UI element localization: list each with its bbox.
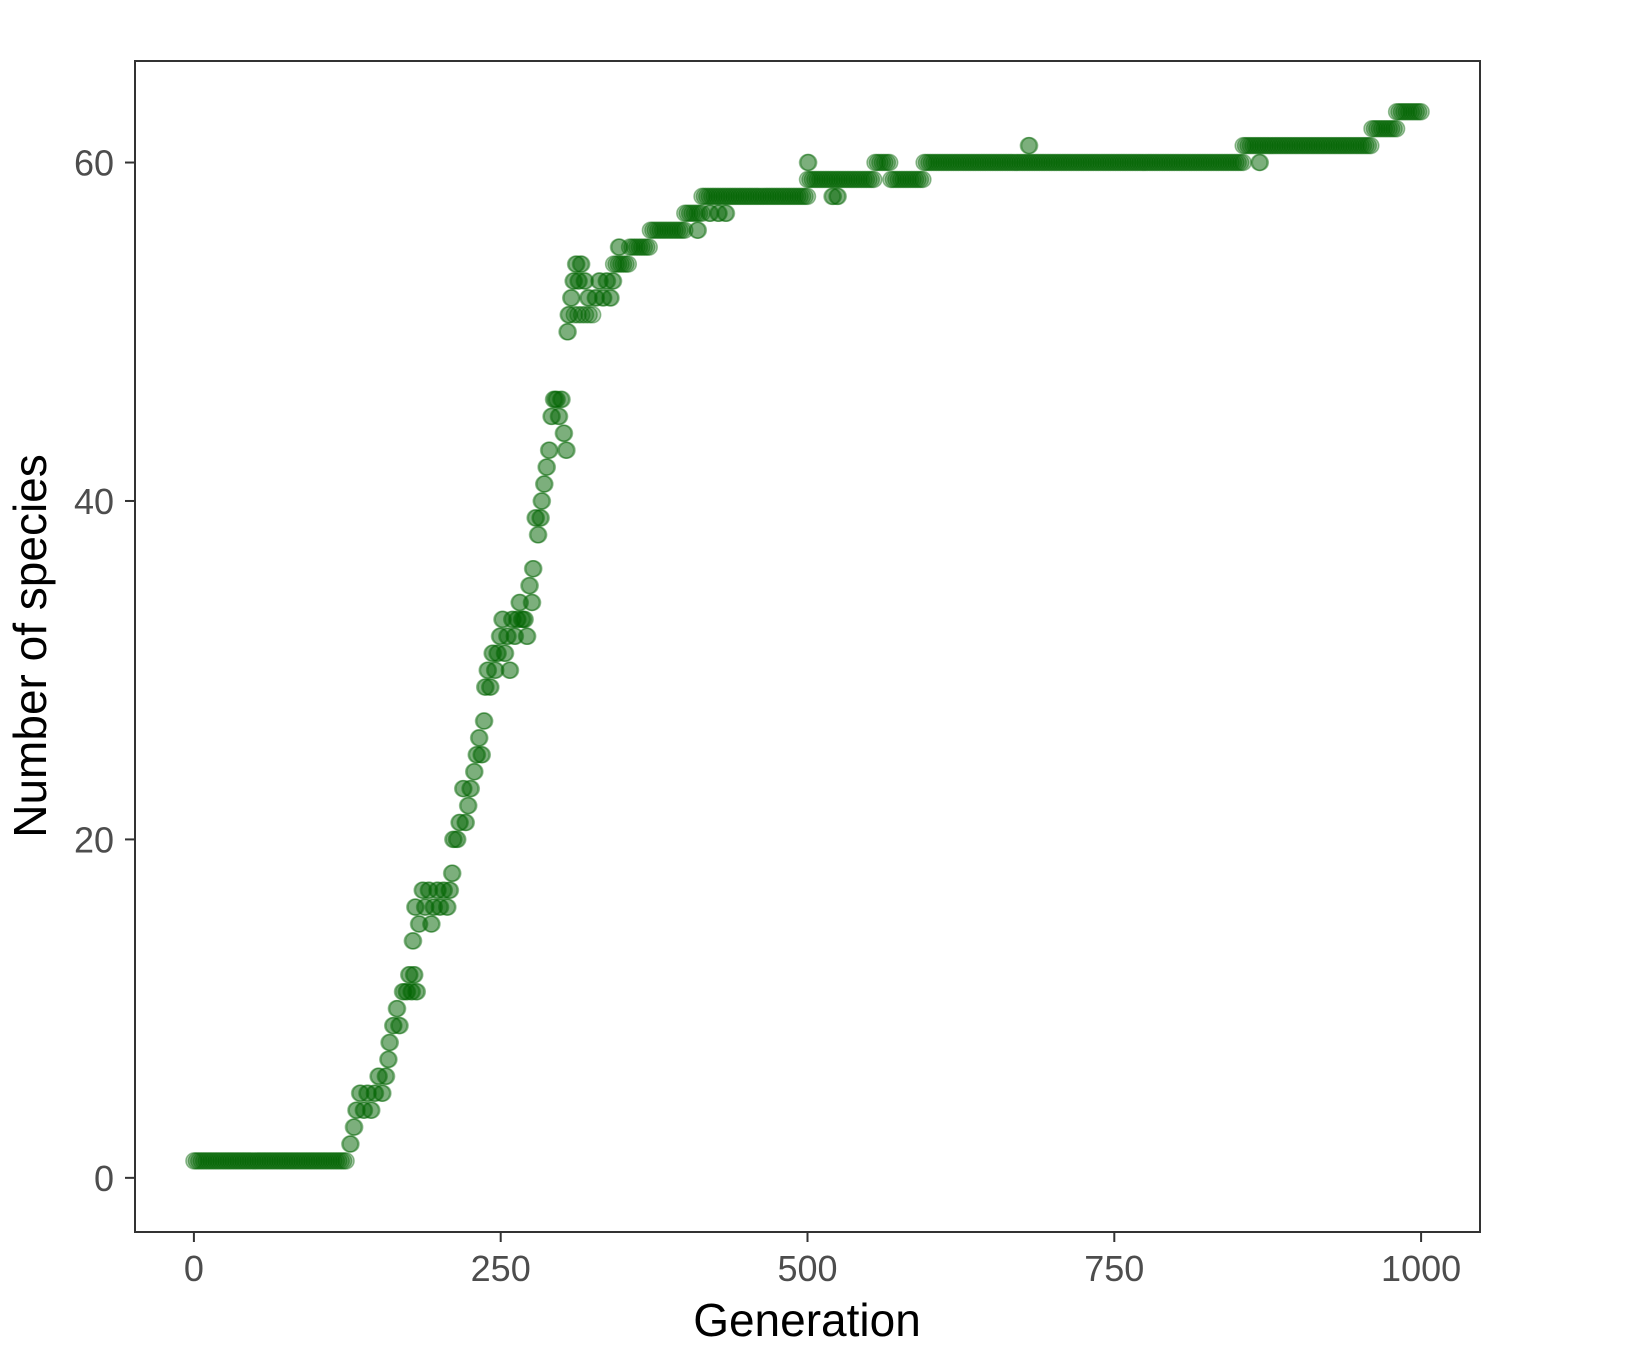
data-point xyxy=(1413,104,1429,120)
data-point xyxy=(520,628,536,644)
data-point xyxy=(561,307,577,323)
data-point xyxy=(483,679,499,695)
data-point xyxy=(440,899,456,915)
data-point xyxy=(560,324,576,340)
data-point xyxy=(474,747,490,763)
data-point xyxy=(382,1035,398,1051)
data-point xyxy=(552,408,568,424)
y-tick-label: 20 xyxy=(74,819,114,860)
data-point xyxy=(450,831,466,847)
data-point xyxy=(467,764,483,780)
data-point xyxy=(472,730,488,746)
data-point xyxy=(406,933,422,949)
data-point xyxy=(1022,138,1038,154)
y-tick-label: 0 xyxy=(94,1158,114,1199)
x-tick-label: 500 xyxy=(777,1248,837,1289)
data-point xyxy=(526,561,542,577)
data-point xyxy=(390,1001,406,1017)
data-point xyxy=(1389,121,1405,137)
y-tick-label: 60 xyxy=(74,143,114,184)
data-point xyxy=(690,222,706,238)
data-point xyxy=(539,459,555,475)
data-point xyxy=(503,662,519,678)
data-point xyxy=(522,578,538,594)
x-tick-label: 1000 xyxy=(1381,1248,1461,1289)
data-point xyxy=(347,1119,363,1135)
x-tick-label: 0 xyxy=(184,1248,204,1289)
data-point xyxy=(1363,138,1379,154)
data-point xyxy=(559,442,575,458)
data-point xyxy=(830,188,846,204)
data-point xyxy=(379,1068,395,1084)
data-point xyxy=(477,713,493,729)
data-point xyxy=(1252,155,1268,171)
data-point xyxy=(381,1051,397,1067)
data-point xyxy=(554,391,570,407)
data-point xyxy=(498,645,514,661)
data-point xyxy=(866,172,882,188)
data-point xyxy=(719,205,735,221)
x-tick-label: 250 xyxy=(471,1248,531,1289)
data-point xyxy=(407,967,423,983)
data-point xyxy=(542,442,558,458)
data-point xyxy=(463,781,479,797)
x-axis-title: Generation xyxy=(693,1294,921,1346)
data-point xyxy=(603,290,619,306)
data-point xyxy=(424,916,440,932)
data-point xyxy=(585,307,601,323)
data-point xyxy=(574,256,590,272)
data-point xyxy=(517,611,533,627)
data-point xyxy=(458,815,474,831)
data-point xyxy=(445,865,461,881)
data-point xyxy=(461,798,477,814)
data-point xyxy=(343,1136,359,1152)
x-tick-label: 750 xyxy=(1084,1248,1144,1289)
data-point xyxy=(375,1085,391,1101)
data-point xyxy=(882,155,898,171)
data-point xyxy=(409,984,425,1000)
data-point xyxy=(620,256,636,272)
data-point xyxy=(364,1102,380,1118)
data-point xyxy=(534,493,550,509)
data-point xyxy=(915,172,931,188)
data-point xyxy=(800,188,816,204)
data-point xyxy=(557,425,573,441)
data-point xyxy=(606,273,622,289)
data-point xyxy=(531,527,547,543)
data-point xyxy=(338,1153,354,1169)
data-point xyxy=(537,476,553,492)
data-point xyxy=(533,510,549,526)
y-axis-title: Number of species xyxy=(4,454,56,838)
data-point xyxy=(442,882,458,898)
data-point xyxy=(392,1018,408,1034)
data-point xyxy=(612,239,628,255)
data-point xyxy=(564,290,580,306)
data-point xyxy=(801,155,817,171)
data-point xyxy=(525,595,541,611)
data-point xyxy=(1235,155,1251,171)
y-tick-label: 40 xyxy=(74,481,114,522)
data-point xyxy=(641,239,657,255)
